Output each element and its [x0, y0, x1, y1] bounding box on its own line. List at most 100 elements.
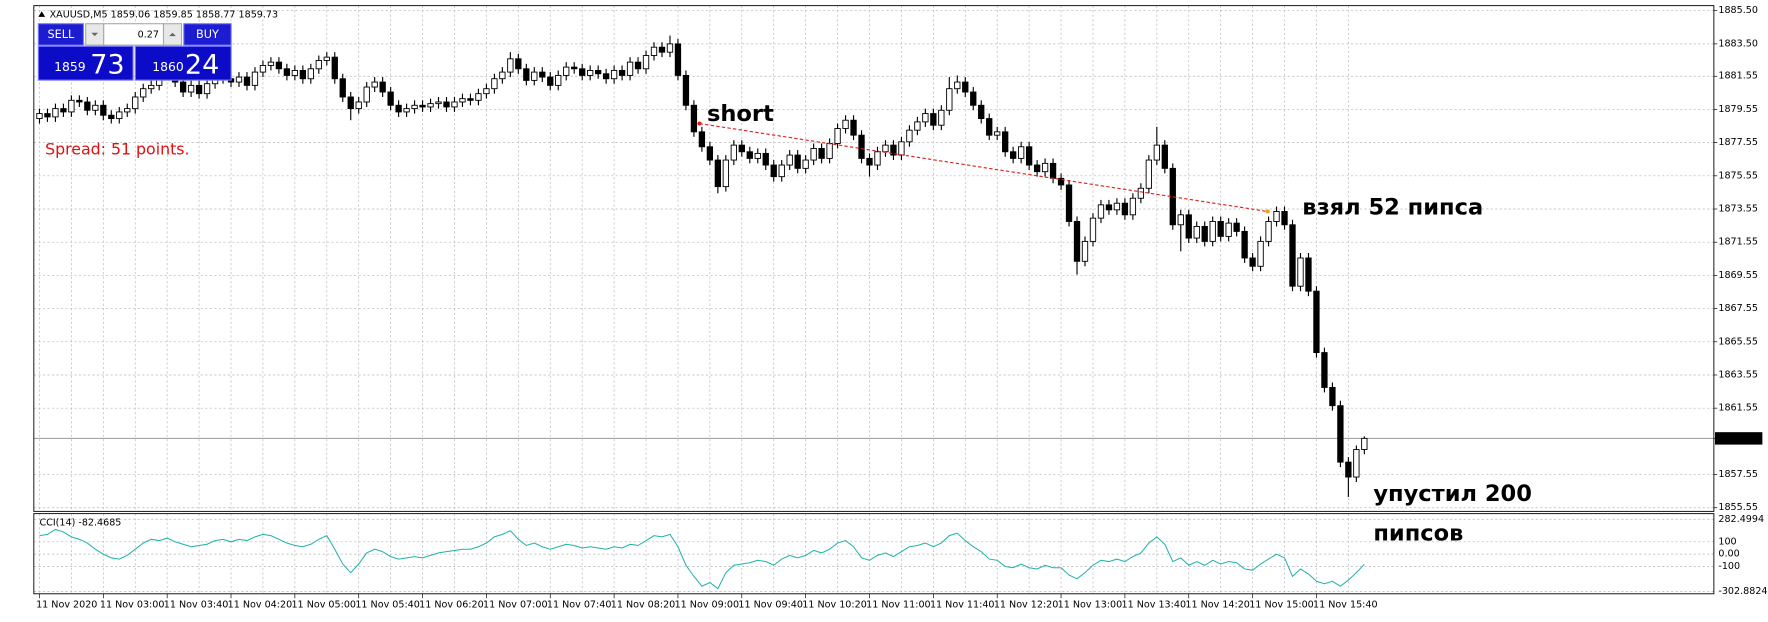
y-tick-label: 1877.55: [1718, 137, 1758, 148]
candle-body: [124, 108, 131, 113]
candle-body: [499, 71, 506, 80]
candle-body: [594, 69, 602, 75]
candle-body: [1153, 144, 1160, 161]
x-tick-label: 11 Nov 13:00: [1058, 600, 1123, 611]
candle-body: [435, 101, 442, 105]
candle-body: [610, 69, 618, 80]
candle-body: [1273, 211, 1280, 222]
candle-body: [339, 78, 346, 98]
candle-body: [1257, 240, 1264, 267]
cci-last: -82.4685: [78, 517, 121, 528]
candle-body: [195, 84, 203, 95]
candle-body: [914, 121, 921, 131]
candle-body: [1265, 221, 1272, 242]
buy-button[interactable]: [183, 23, 232, 46]
candle-body: [60, 108, 67, 113]
x-tick-label: 11 Nov 10:20: [802, 600, 867, 611]
candle-body: [970, 91, 977, 106]
collapse-icon[interactable]: [38, 11, 46, 17]
candle-body: [427, 103, 434, 108]
candle-body: [738, 144, 745, 153]
trendline-anchor: [1265, 209, 1270, 214]
candle-body: [187, 84, 195, 93]
candle-body: [906, 129, 913, 143]
buy-price-small: 24: [185, 49, 219, 80]
candle-body: [1281, 211, 1288, 226]
candle-body: [930, 113, 937, 126]
candle-body: [84, 101, 91, 111]
candle-body: [475, 93, 482, 101]
candle-body: [898, 141, 905, 156]
candle-body: [706, 146, 714, 161]
candle-body: [1217, 221, 1224, 237]
y-tick-label: 1869.55: [1718, 270, 1758, 281]
candle-body: [834, 128, 841, 144]
candle-body: [802, 159, 809, 169]
candle-body: [1209, 221, 1216, 242]
sell-label: SELL: [47, 28, 75, 41]
candle-body: [730, 144, 737, 161]
candle-body: [1329, 386, 1336, 407]
candle-body: [1025, 146, 1033, 166]
candle-body: [267, 61, 275, 66]
x-tick-label: 11 Nov 13:40: [1122, 600, 1187, 611]
y-tick-label: 1865.55: [1718, 336, 1758, 347]
candle-body: [1193, 225, 1200, 239]
candle-body: [1353, 449, 1360, 478]
candle-body: [363, 86, 370, 103]
marks: [36, 35, 1368, 590]
trendline-anchor: [697, 121, 702, 126]
y-tick-label: 1867.55: [1718, 303, 1758, 314]
y-tick-label: 1875.55: [1718, 170, 1758, 181]
cci-tick-label: -100: [1718, 561, 1740, 572]
candle-body: [395, 104, 402, 113]
buy-price-box[interactable]: [134, 45, 232, 81]
symbol: XAUUSD,M5: [50, 9, 108, 20]
candle-body: [507, 58, 514, 73]
candle-body: [1137, 187, 1145, 199]
candle-body: [291, 69, 299, 76]
sell-price-box[interactable]: [37, 45, 134, 81]
candle-body: [626, 61, 634, 76]
header-open: 1859.06: [111, 9, 151, 20]
x-tick-label: 11 Nov 09:40: [738, 600, 803, 611]
candle-body: [140, 88, 147, 98]
sell-button[interactable]: [37, 23, 85, 46]
candle-body: [555, 74, 562, 86]
volume-value: 0.27: [138, 29, 159, 40]
candle-body: [203, 83, 211, 95]
candle-body: [331, 56, 338, 80]
annotation: short: [707, 101, 774, 127]
candle-body: [978, 104, 985, 120]
candle-body: [1305, 257, 1312, 292]
cci-frame: [33, 513, 1715, 595]
candle-body: [602, 73, 610, 80]
x-tick-label: 11 Nov 11:00: [866, 600, 931, 611]
x-tick-label: 11 Nov 15:00: [1249, 600, 1314, 611]
candle-body: [307, 68, 314, 80]
candle-body: [746, 151, 753, 159]
candle-body: [842, 119, 849, 129]
candle-body: [618, 69, 626, 76]
candle-body: [858, 134, 865, 159]
candle-body: [1225, 222, 1232, 237]
y-tick-label: 1861.55: [1718, 403, 1758, 414]
arrow-up: [169, 32, 176, 37]
candle-body: [1057, 177, 1065, 186]
candle-body: [674, 43, 682, 76]
x-tick-label: 11 Nov 07:00: [483, 600, 548, 611]
candle-body: [547, 76, 554, 86]
candle-body: [371, 81, 378, 88]
candle-body: [1313, 290, 1320, 354]
annotation: упустил 200: [1373, 481, 1532, 507]
candle-body: [882, 144, 889, 153]
candle-body: [419, 104, 426, 108]
candle-body: [1161, 144, 1168, 169]
candle-body: [235, 76, 243, 83]
y-tick-label: 1859.73: [1718, 433, 1758, 444]
cci-tick-label: 0.00: [1718, 549, 1739, 560]
candle-body: [1185, 214, 1192, 239]
x-tick-label: 11 Nov 08:20: [611, 600, 676, 611]
candle-body: [299, 69, 306, 80]
candle-body: [1249, 257, 1256, 267]
